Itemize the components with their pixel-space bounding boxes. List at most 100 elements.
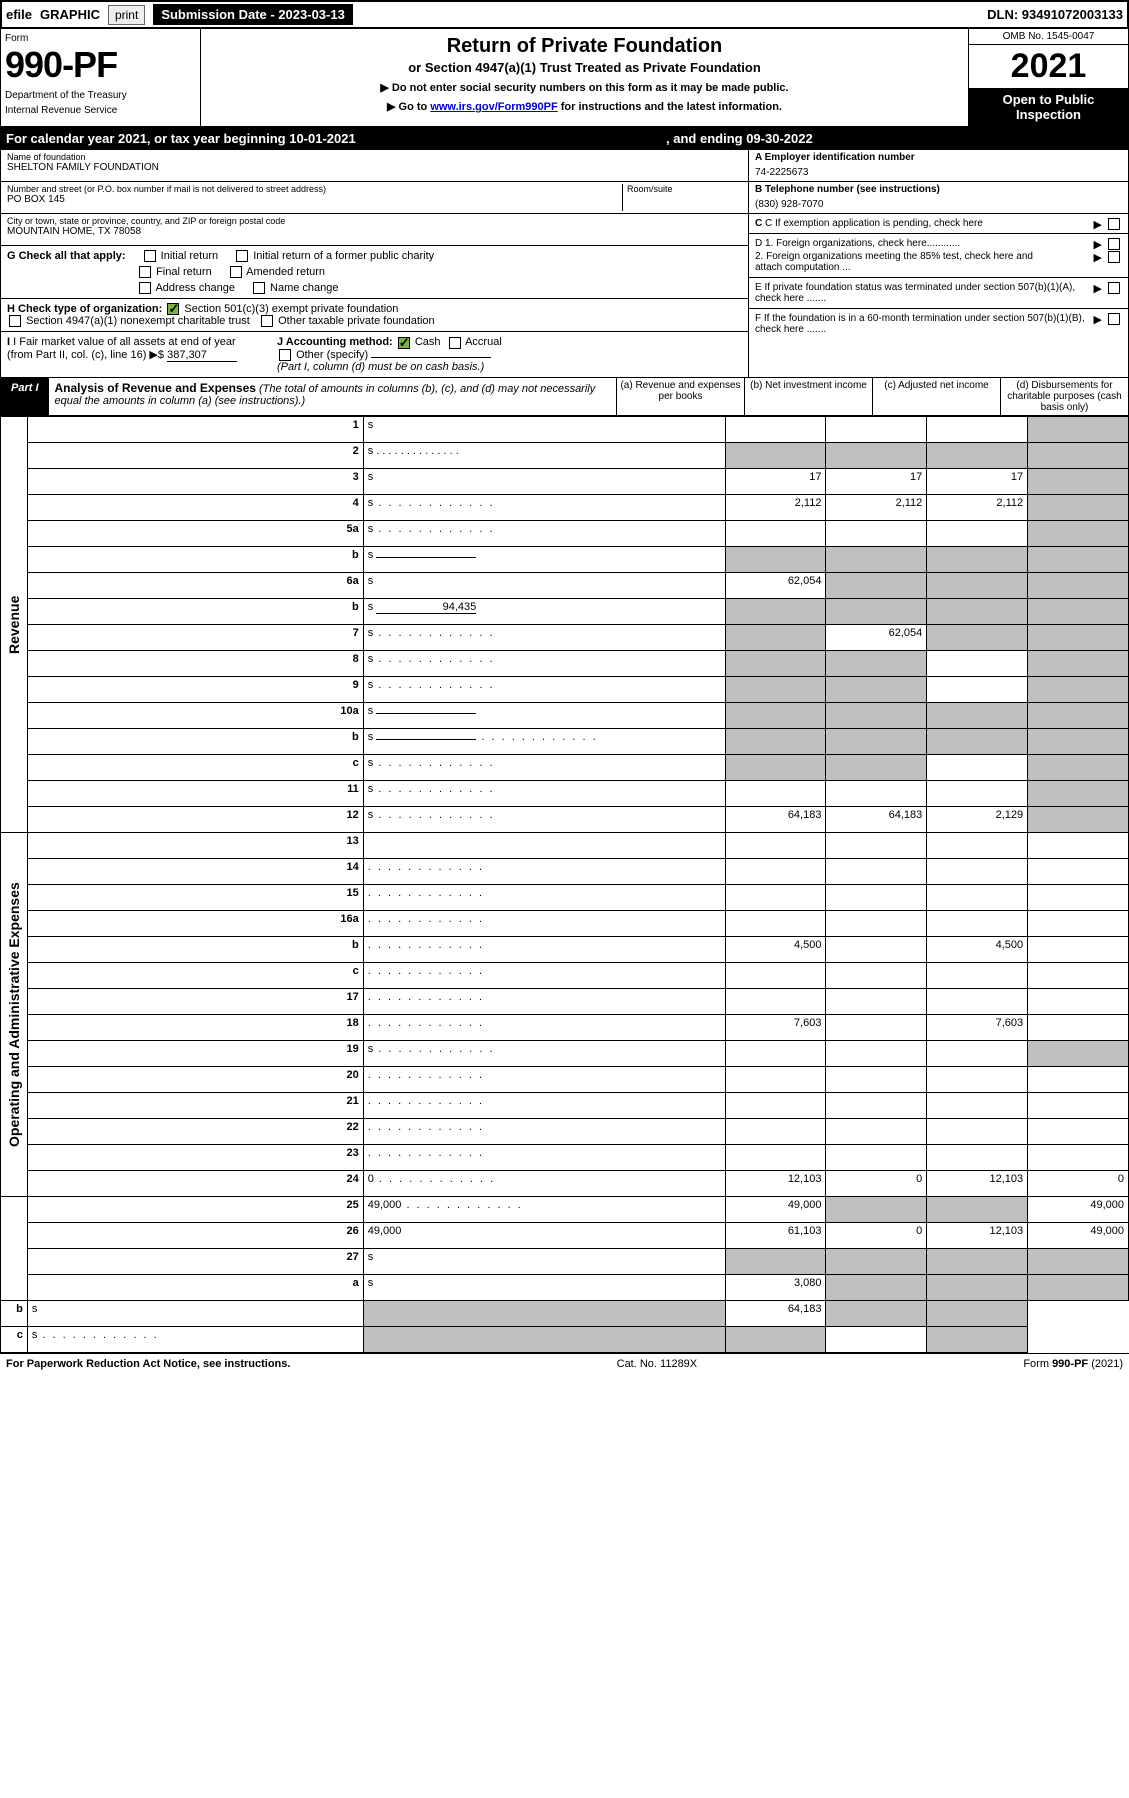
table-row: 14 — [1, 858, 1129, 884]
table-row: 19s — [1, 1040, 1129, 1066]
table-row: 10as — [1, 702, 1129, 728]
table-row: bs64,183 — [1, 1300, 1129, 1326]
table-row: 15 — [1, 884, 1129, 910]
section-d: ▶ D 1. Foreign organizations, check here… — [749, 234, 1128, 278]
table-row: c — [1, 962, 1129, 988]
phone: (830) 928-7070 — [755, 199, 1122, 210]
table-row: bs 94,435 — [1, 598, 1129, 624]
chk-name-change[interactable] — [253, 282, 265, 294]
table-row: b4,5004,500 — [1, 936, 1129, 962]
foundation-name-label: Name of foundation — [7, 152, 742, 162]
table-row: 6as62,054 — [1, 572, 1129, 598]
col-d-hdr: (d) Disbursements for charitable purpose… — [1000, 378, 1128, 415]
chk-foreign-85[interactable] — [1108, 251, 1120, 263]
table-row: bs — [1, 728, 1129, 754]
table-row: 2649,00061,103012,10349,000 — [1, 1222, 1129, 1248]
table-row: 16a — [1, 910, 1129, 936]
table-row: 7s62,054 — [1, 624, 1129, 650]
efile-link[interactable]: efile — [6, 7, 32, 22]
table-row: 2549,00049,00049,000 — [1, 1196, 1129, 1222]
table-row: 9s — [1, 676, 1129, 702]
chk-foreign-org[interactable] — [1108, 238, 1120, 250]
chk-60-month[interactable] — [1108, 313, 1120, 325]
table-row: 8s — [1, 650, 1129, 676]
table-row: 3s171717 — [1, 468, 1129, 494]
chk-amended-return[interactable] — [230, 266, 242, 278]
table-row: bs — [1, 546, 1129, 572]
address: PO BOX 145 — [7, 194, 622, 205]
form-label: Form — [5, 33, 196, 44]
table-row: 21 — [1, 1092, 1129, 1118]
col-c-hdr: (c) Adjusted net income — [872, 378, 1000, 415]
graphic-label: GRAPHIC — [40, 7, 100, 22]
table-row: 24012,103012,1030 — [1, 1170, 1129, 1196]
chk-other-method[interactable] — [279, 349, 291, 361]
chk-exemption-pending[interactable] — [1108, 218, 1120, 230]
table-row: 17 — [1, 988, 1129, 1014]
cat-no: Cat. No. 11289X — [617, 1358, 698, 1370]
chk-status-terminated[interactable] — [1108, 282, 1120, 294]
phone-label: B Telephone number (see instructions) — [755, 184, 940, 195]
section-e: ▶ E If private foundation status was ter… — [749, 278, 1128, 309]
irs-link[interactable]: www.irs.gov/Form990PF — [430, 101, 557, 113]
submission-date: Submission Date - 2023-03-13 — [153, 4, 353, 25]
table-row: cs — [1, 1326, 1129, 1352]
form-number: 990-PF — [5, 44, 196, 86]
chk-initial-former[interactable] — [236, 250, 248, 262]
revenue-label: Revenue — [1, 417, 27, 832]
form-subtitle: or Section 4947(a)(1) Trust Treated as P… — [207, 60, 962, 75]
table-row: 2s . . . . . . . . . . . . . . — [1, 442, 1129, 468]
chk-accrual[interactable] — [449, 337, 461, 349]
open-to-public: Open to Public Inspection — [969, 88, 1128, 126]
table-row: 5as — [1, 520, 1129, 546]
table-row: Operating and Administrative Expenses13 — [1, 832, 1129, 858]
section-f: ▶ F If the foundation is in a 60-month t… — [749, 309, 1128, 339]
table-row: 22 — [1, 1118, 1129, 1144]
chk-other-taxable[interactable] — [261, 315, 273, 327]
fmv-value: 387,307 — [167, 349, 237, 362]
print-button[interactable]: print — [108, 5, 145, 25]
section-h: H Check type of organization: Section 50… — [1, 299, 748, 332]
table-row: 23 — [1, 1144, 1129, 1170]
form-header: Form 990-PF Department of the Treasury I… — [0, 29, 1129, 127]
col-a-hdr: (a) Revenue and expenses per books — [616, 378, 744, 415]
tax-year: 2021 — [969, 45, 1128, 88]
section-g: G Check all that apply: Initial return I… — [1, 246, 748, 299]
foundation-name: SHELTON FAMILY FOUNDATION — [7, 162, 742, 173]
form-ref: Form 990-PF (2021) — [1023, 1358, 1123, 1370]
omb-number: OMB No. 1545-0047 — [969, 29, 1128, 45]
city: MOUNTAIN HOME, TX 78058 — [7, 226, 742, 237]
table-row: 4s2,1122,1122,112 — [1, 494, 1129, 520]
address-label: Number and street (or P.O. box number if… — [7, 184, 622, 194]
table-row: 27s — [1, 1248, 1129, 1274]
city-label: City or town, state or province, country… — [7, 216, 742, 226]
dept-irs: Internal Revenue Service — [5, 105, 196, 116]
chk-initial-return[interactable] — [144, 250, 156, 262]
part1-tag: Part I — [1, 378, 49, 415]
table-row: Revenue1s — [1, 416, 1129, 442]
table-row: 11s — [1, 780, 1129, 806]
chk-4947[interactable] — [9, 315, 21, 327]
dept-treasury: Department of the Treasury — [5, 90, 196, 101]
dln: DLN: 93491072003133 — [987, 7, 1123, 22]
form-title: Return of Private Foundation — [207, 35, 962, 58]
paperwork-notice: For Paperwork Reduction Act Notice, see … — [6, 1358, 290, 1370]
instruction-2: ▶ Go to www.irs.gov/Form990PF for instru… — [207, 100, 962, 113]
footer: For Paperwork Reduction Act Notice, see … — [0, 1353, 1129, 1374]
table-row: 187,6037,603 — [1, 1014, 1129, 1040]
ein: 74-2225673 — [755, 167, 1122, 178]
col-b-hdr: (b) Net investment income — [744, 378, 872, 415]
table-row: as3,080 — [1, 1274, 1129, 1300]
part1-table: Revenue1s2s . . . . . . . . . . . . . .3… — [0, 416, 1129, 1353]
chk-final-return[interactable] — [139, 266, 151, 278]
section-ij: I I Fair market value of all assets at e… — [1, 332, 748, 376]
entity-block: Name of foundation SHELTON FAMILY FOUNDA… — [0, 150, 1129, 377]
calendar-year-row: For calendar year 2021, or tax year begi… — [0, 127, 1129, 150]
chk-address-change[interactable] — [139, 282, 151, 294]
room-label: Room/suite — [627, 184, 742, 194]
ein-label: A Employer identification number — [755, 152, 915, 163]
table-row: cs — [1, 754, 1129, 780]
chk-501c3[interactable] — [167, 303, 179, 315]
chk-cash[interactable] — [398, 337, 410, 349]
table-row: 12s64,18364,1832,129 — [1, 806, 1129, 832]
